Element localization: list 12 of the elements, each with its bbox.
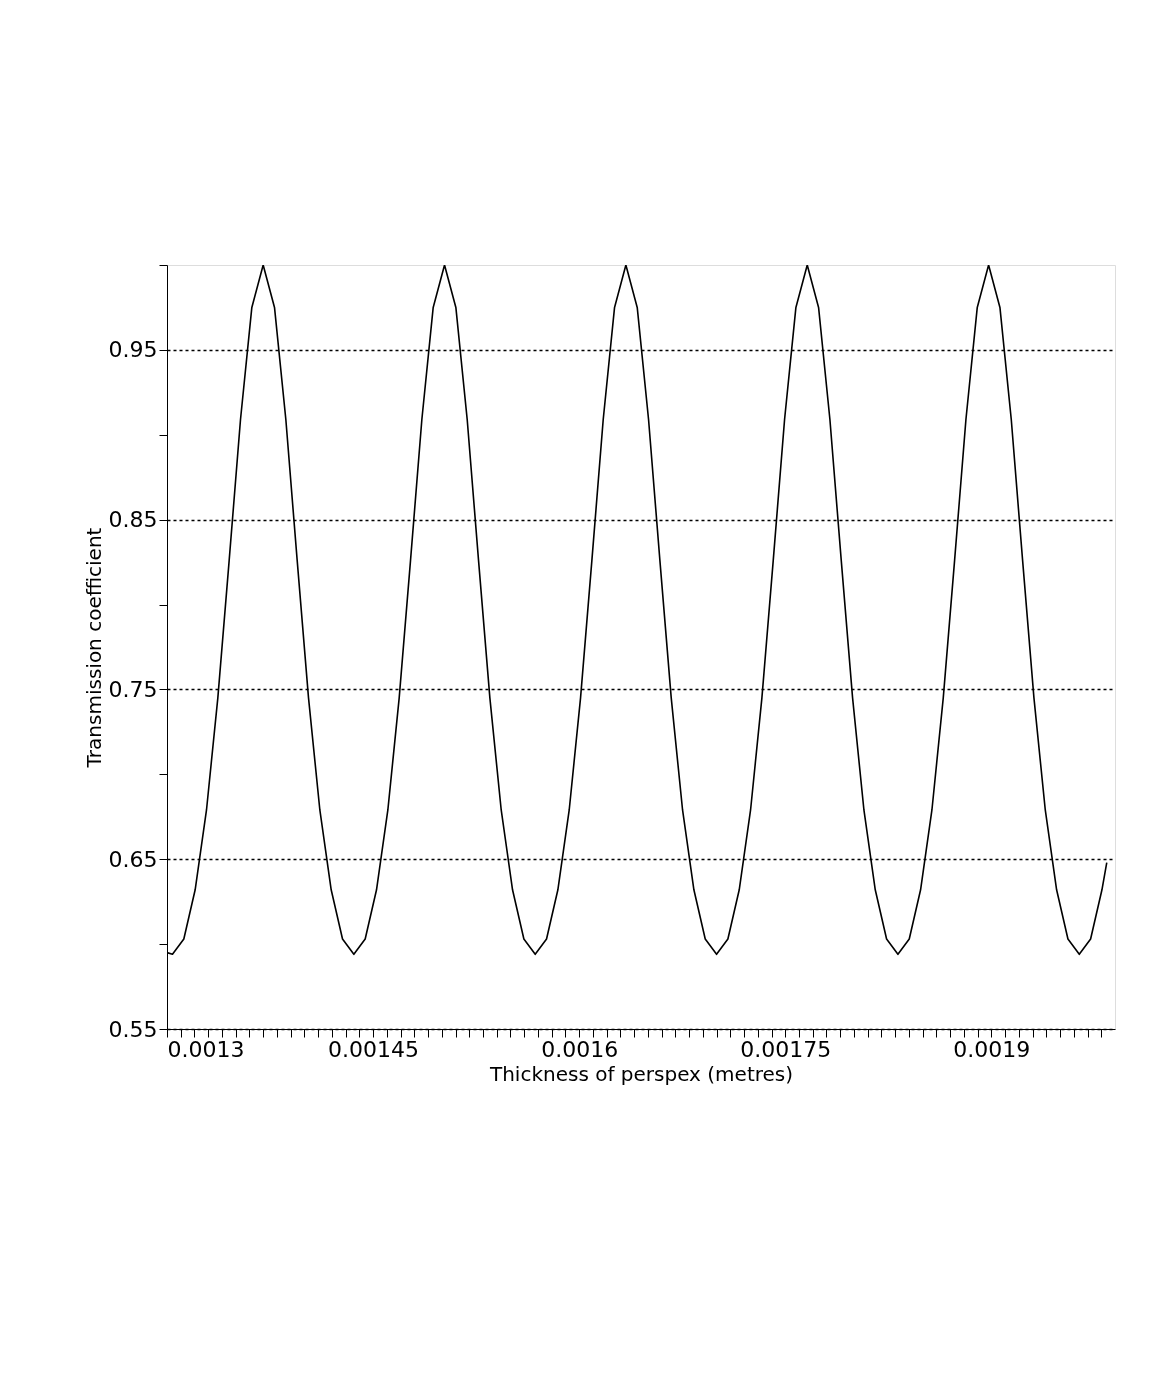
y-tick-label: 0.85 (108, 507, 158, 533)
y-tick-label: 0.95 (108, 337, 158, 363)
x-tick-label: 0.00145 (328, 1036, 420, 1062)
y-tick-label: 0.75 (108, 676, 158, 702)
x-tick-label: 0.00175 (740, 1036, 832, 1062)
x-tick-label: 0.0019 (953, 1036, 1031, 1062)
x-axis-title: Thickness of perspex (metres) (488, 1061, 794, 1086)
y-tick-label: 0.55 (108, 1016, 158, 1042)
y-axis-title: Transmission coefficient (81, 527, 106, 769)
x-tick-label: 0.0016 (541, 1036, 619, 1062)
x-tick-label: 0.0013 (167, 1036, 245, 1062)
y-tick-label: 0.65 (108, 846, 158, 872)
